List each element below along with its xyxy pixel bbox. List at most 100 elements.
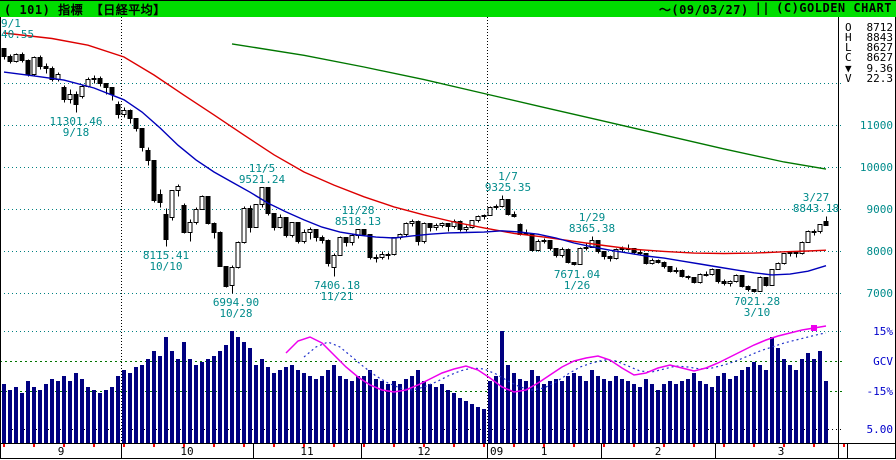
candle <box>739 275 745 288</box>
candle <box>157 189 163 208</box>
volume-bar <box>356 376 360 443</box>
volume-bar <box>758 365 762 443</box>
volume-bar <box>662 384 666 443</box>
candle <box>565 248 571 264</box>
volume-bar <box>794 370 798 443</box>
volume-bar <box>644 379 648 443</box>
volume-bar <box>290 365 294 443</box>
volume-bar <box>464 401 468 443</box>
candle <box>79 84 85 99</box>
annotation-label: 8365.38 <box>569 222 615 235</box>
volume-bar <box>710 387 714 443</box>
candle <box>745 285 751 292</box>
quote-value: 8627 <box>867 41 894 54</box>
volume-bar <box>452 393 456 443</box>
candle <box>691 277 697 284</box>
volume-bar <box>50 379 54 443</box>
price-tick-label: 10000 <box>860 161 893 174</box>
volume-bar <box>164 337 168 443</box>
candle <box>793 252 799 258</box>
month-label: 9 <box>58 445 65 458</box>
annotation-label: 40.55 <box>1 28 34 41</box>
quote-panel: O 8712 H 8843 L 8627 C 8627 ▼ 9.36 V 22.3 <box>845 21 893 85</box>
candle <box>97 76 103 87</box>
candle <box>199 195 205 210</box>
price-tick-label: 11000 <box>860 119 893 132</box>
candle <box>643 253 649 265</box>
candle <box>421 222 427 244</box>
candle <box>811 229 817 236</box>
volume-bar <box>392 381 396 443</box>
candle <box>229 265 235 294</box>
candle <box>277 214 283 229</box>
volume-bar <box>764 370 768 443</box>
quote-label: V <box>845 72 852 85</box>
candle <box>187 219 193 242</box>
gcv-line <box>285 325 827 393</box>
candle <box>283 217 289 238</box>
candle <box>25 59 31 77</box>
volume-bar <box>260 359 264 443</box>
candle <box>13 53 19 63</box>
volume-bar <box>704 384 708 443</box>
candle <box>487 206 493 216</box>
volume-bar <box>614 376 618 443</box>
candle <box>607 255 613 262</box>
candle <box>799 241 805 255</box>
volume-bar <box>2 384 6 443</box>
candle <box>583 243 589 251</box>
candle <box>733 274 739 283</box>
volume-bar <box>170 351 174 443</box>
volume-bar <box>86 387 90 443</box>
volume-bar <box>236 337 240 443</box>
volume-bar <box>626 381 630 443</box>
gcv-latest-marker <box>811 325 817 331</box>
volume-bar <box>320 376 324 443</box>
volume-bar <box>806 353 810 443</box>
candle <box>127 109 133 124</box>
candle <box>91 75 97 84</box>
volume-bar <box>14 387 18 443</box>
candle <box>319 235 325 244</box>
volume-bar <box>230 331 234 443</box>
candle <box>685 275 691 280</box>
candle <box>763 277 769 287</box>
title-right: ～(09/03/27) || (C)GOLDEN CHART <box>659 1 892 18</box>
volume-bar <box>596 376 600 443</box>
title-separator-icon: || <box>754 0 771 15</box>
volume-bar <box>368 370 372 443</box>
volume-bar <box>536 376 540 443</box>
chart-title: ( 101) 指標 【日経平均】 <box>4 2 166 17</box>
candle <box>469 220 475 229</box>
candle <box>307 227 313 240</box>
annotation-label: 1/26 <box>564 279 591 292</box>
candle <box>499 195 505 208</box>
candle <box>823 216 829 226</box>
volume-bar <box>620 379 624 443</box>
candle <box>223 266 229 288</box>
candle <box>649 258 655 265</box>
candle <box>805 230 811 243</box>
candle <box>205 196 211 225</box>
candle <box>409 219 415 227</box>
volume-bar <box>734 376 738 443</box>
volume-bar <box>92 390 96 443</box>
volume-bar <box>752 362 756 443</box>
volume-bar <box>578 376 582 443</box>
candle <box>67 89 73 104</box>
annotation-label: 9325.35 <box>485 181 531 194</box>
gcv-tick-label: GCV <box>873 355 893 368</box>
candle <box>511 211 517 218</box>
volume-bar <box>680 381 684 443</box>
candle <box>481 214 487 220</box>
candle <box>181 203 187 234</box>
annotation-label: 9/18 <box>63 126 90 139</box>
volume-bar <box>818 351 822 443</box>
volume-bar <box>32 387 36 443</box>
quote-value: 8627 <box>867 51 894 64</box>
volume-bar <box>338 376 342 443</box>
ma-75-line <box>3 32 827 255</box>
volume-bar <box>272 373 276 443</box>
volume-bar <box>206 359 210 443</box>
volume-bar <box>332 365 336 443</box>
